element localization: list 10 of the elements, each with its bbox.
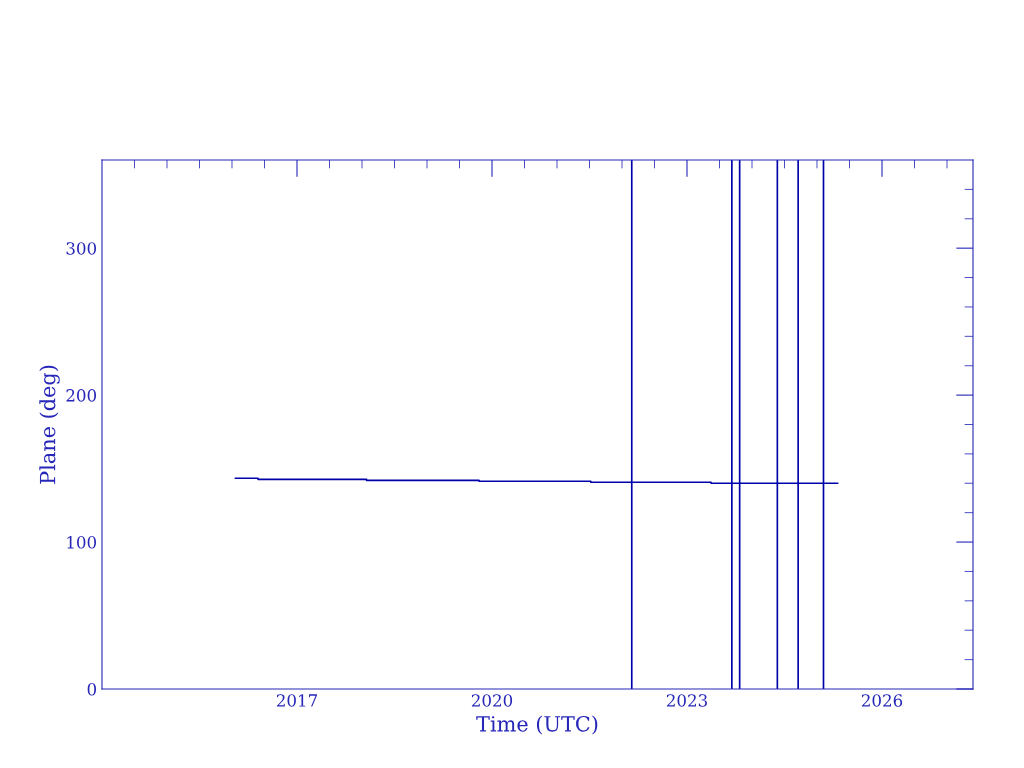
y-tick-label: 100 [67,536,97,549]
x-tick-label: 2017 [276,694,317,707]
y-axis-title: Plane (deg) [39,365,60,484]
x-tick-label: 2026 [861,694,903,707]
y-tick-label: 300 [66,242,97,255]
x-axis-title: Time (UTC) [476,715,598,735]
y-tick-label: 0 [87,682,97,696]
x-tick-label: 2023 [666,694,707,707]
x-tick-label: 2020 [471,694,513,707]
y-tick-label: 200 [66,389,97,402]
